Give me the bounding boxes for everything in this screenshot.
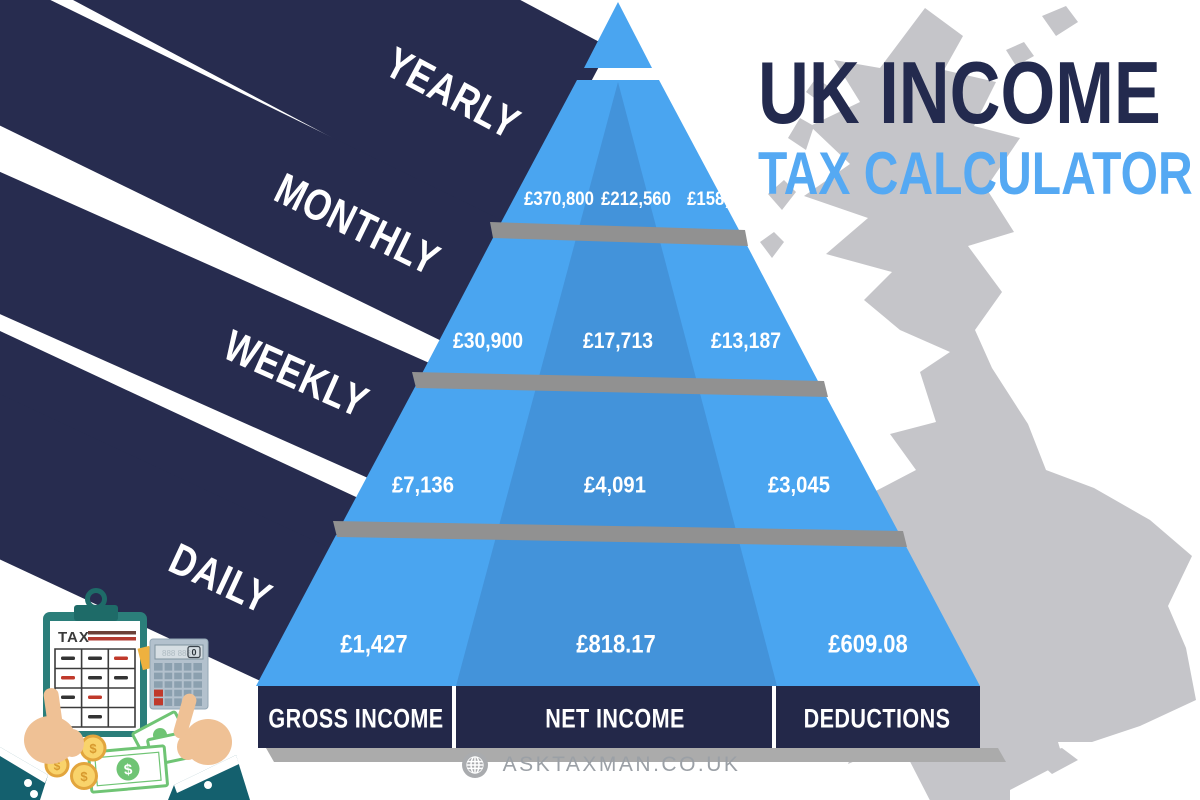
tax-table [54,648,136,728]
footer: ASKTAXMAN.CO.UK [0,750,1200,780]
globe-icon [461,752,488,778]
tax-illustration: TAX 888 888 [0,588,250,800]
tier-gap-1 [490,222,748,246]
clipboard-clip [74,605,118,621]
bill-currency-symbol: $ [123,761,133,779]
right-sleeve [168,755,250,800]
title-line-1: UK INCOME [758,43,1161,142]
tier-gap-2 [412,372,828,397]
right-hand [173,693,232,765]
site-name: ASKTAXMAN.CO.UK [502,753,741,776]
summary-bar-shadow [266,748,1006,762]
summary-bar [258,686,980,748]
tier-gap-3 [333,521,907,547]
bar-divider-1 [452,686,456,748]
tax-document-label: TAX [58,629,90,646]
coin-symbol: $ [80,769,88,784]
tax-table-entries [61,656,128,719]
coin-1: $ [79,734,107,762]
title-line-2: TAX CALCULATOR [758,140,1193,208]
coin-symbol: $ [89,741,97,756]
pyramid-tip [584,2,652,68]
svg-text:888 888: 888 888 [162,649,191,658]
calculator-display-value: 0 [191,648,196,658]
left-sleeve [0,747,48,800]
calculator: 888 888 0 [149,638,209,710]
left-hand [24,688,84,764]
bar-divider-2 [772,686,776,748]
coin-3: $ [70,762,98,790]
calculator-display [154,644,204,660]
coin-symbol: $ [54,759,61,773]
clipboard: TAX [43,588,147,737]
page-title: UK INCOME TAX CALCULATOR [710,43,1193,208]
